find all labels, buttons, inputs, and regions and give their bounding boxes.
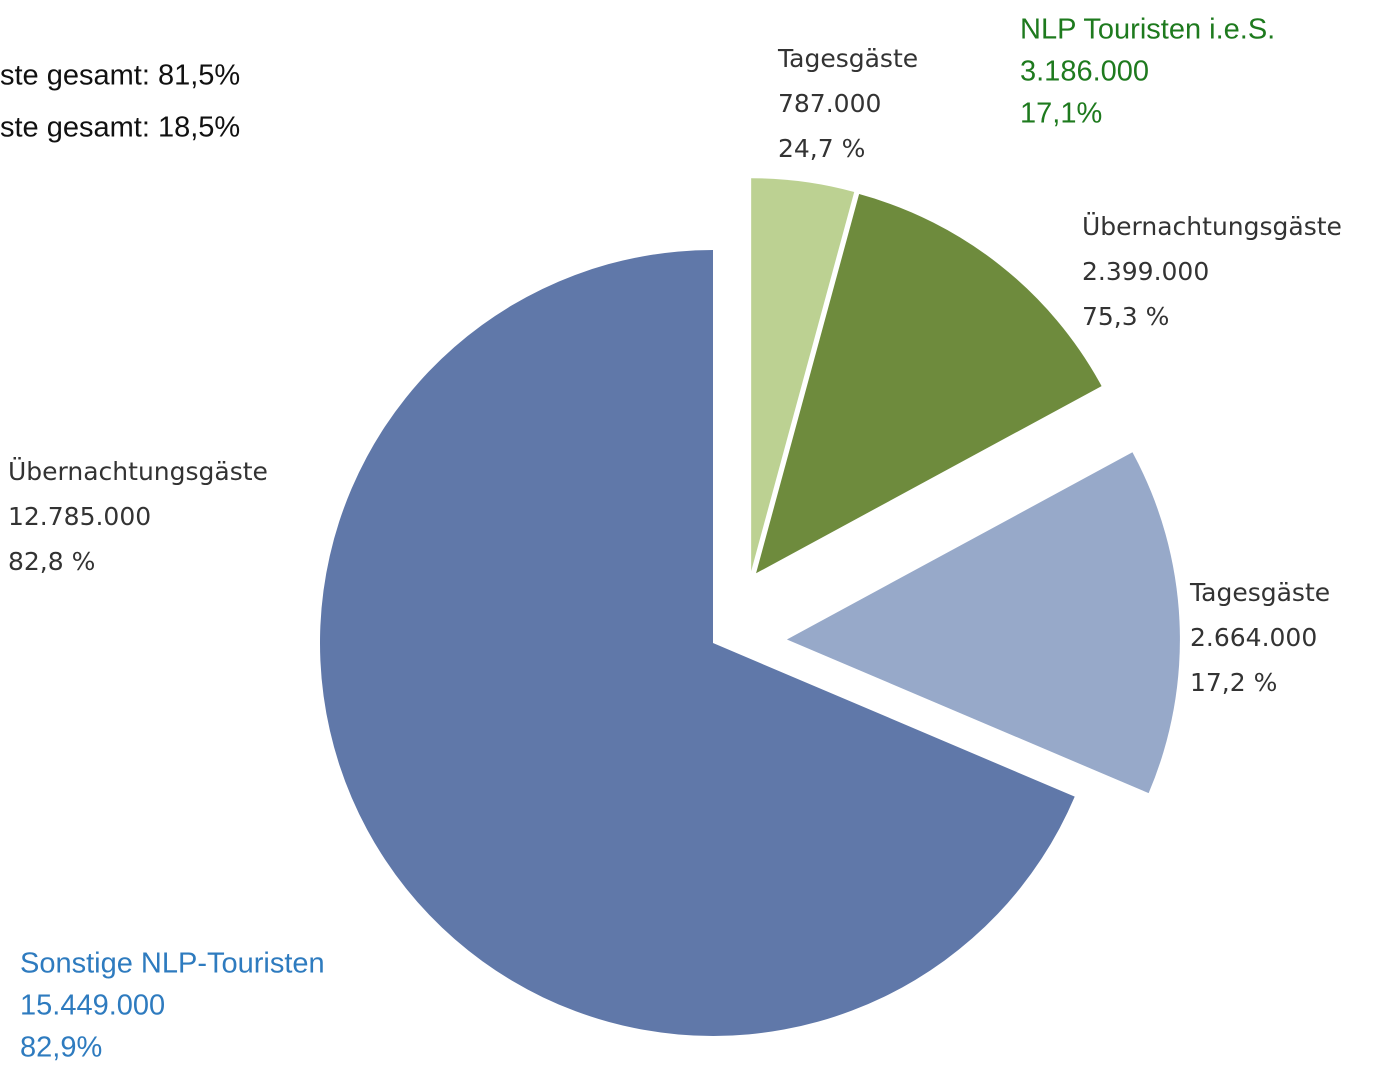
slice-value: 12.785.000 [8,502,151,531]
slice-percent: 17,2 % [1190,668,1277,697]
slice-value: 2.664.000 [1190,623,1317,652]
slice-label: Tagesgäste [777,44,918,73]
pie-slice [756,194,1102,574]
slice-percent: 75,3 % [1082,302,1169,331]
group-value: 15.449.000 [20,990,165,1022]
slice-label: Übernachtungsgäste [1082,212,1342,241]
slice-value: 2.399.000 [1082,257,1209,286]
group-label: Sonstige NLP-Touristen [20,948,325,980]
slice-percent: 24,7 % [778,134,865,163]
slice-label: Tagesgäste [1189,578,1330,607]
pie-slice [786,452,1180,794]
pie-slice [751,178,855,572]
group-label: NLP Touristen i.e.S. [1020,14,1275,46]
note: ste gesamt: 18,5% [0,112,240,144]
slice-percent: 82,8 % [8,547,95,576]
slice-value: 787.000 [778,89,881,118]
group-percent: 82,9% [20,1032,102,1064]
note: ste gesamt: 81,5% [0,60,240,92]
slice-label: Übernachtungsgäste [8,457,268,486]
pie-slice [320,249,1075,1037]
group-value: 3.186.000 [1020,56,1149,88]
group-percent: 17,1% [1020,98,1102,130]
